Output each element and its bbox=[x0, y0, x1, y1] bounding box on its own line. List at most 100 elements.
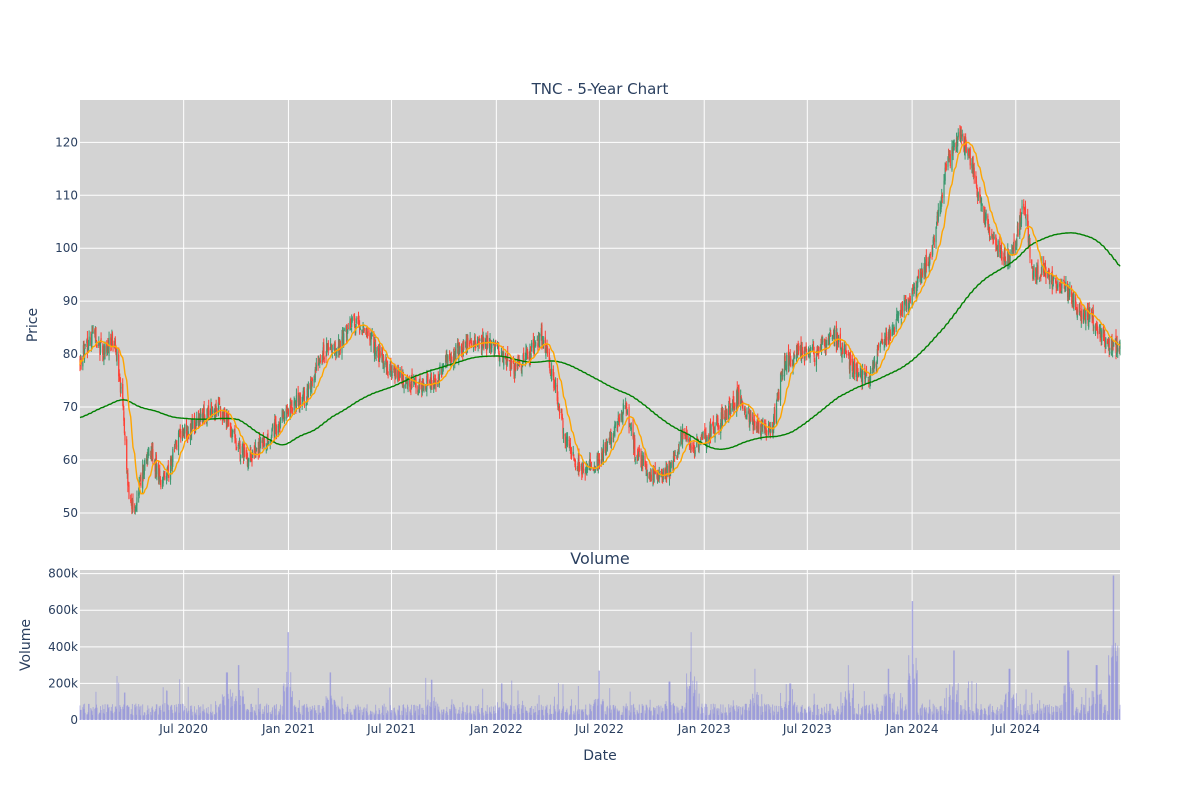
volume-bar bbox=[856, 714, 858, 720]
candle-body bbox=[281, 410, 283, 421]
candle-body bbox=[123, 411, 125, 421]
volume-bar bbox=[668, 681, 670, 720]
candle-body bbox=[315, 364, 317, 370]
volume-bar bbox=[616, 708, 618, 720]
candle-body bbox=[700, 435, 702, 438]
volume-bar bbox=[1085, 687, 1087, 720]
volume-bar bbox=[447, 715, 449, 720]
volume-bar bbox=[864, 705, 866, 720]
volume-bar bbox=[991, 705, 993, 720]
volume-bar bbox=[704, 706, 706, 720]
volume-bar bbox=[182, 704, 184, 720]
volume-bar bbox=[808, 705, 810, 720]
candle-body bbox=[578, 453, 580, 471]
candle-body bbox=[285, 408, 287, 419]
volume-bar bbox=[660, 705, 662, 720]
volume-bar bbox=[1036, 703, 1038, 720]
volume-bar bbox=[148, 708, 150, 720]
candle-body bbox=[341, 336, 343, 353]
volume-bar bbox=[1028, 715, 1030, 720]
candle-body bbox=[291, 400, 293, 412]
volume-bar bbox=[928, 714, 930, 720]
volume-bar bbox=[523, 705, 525, 720]
candle-body bbox=[557, 397, 559, 407]
volume-bar bbox=[1056, 711, 1058, 720]
candle-body bbox=[123, 418, 126, 434]
volume-bar bbox=[1083, 704, 1085, 720]
volume-bar bbox=[620, 714, 622, 720]
volume-bar bbox=[477, 709, 479, 720]
volume-bar bbox=[290, 696, 292, 720]
candle-body bbox=[828, 334, 831, 340]
candle-body bbox=[1052, 277, 1054, 281]
volume-bar bbox=[1093, 697, 1095, 720]
volume-bar bbox=[943, 711, 945, 720]
volume-bar bbox=[792, 706, 794, 720]
candle-body bbox=[200, 414, 202, 418]
candle-body bbox=[997, 240, 999, 257]
price-tick-label: 110 bbox=[55, 188, 78, 202]
candle-body bbox=[682, 432, 684, 435]
volume-bar bbox=[769, 713, 771, 720]
candle-body bbox=[1083, 309, 1085, 317]
volume-bar bbox=[772, 710, 774, 720]
candle-body bbox=[885, 333, 888, 341]
volume-bar bbox=[937, 711, 939, 720]
candle-body bbox=[267, 442, 270, 445]
candle-body bbox=[846, 353, 848, 355]
volume-bar bbox=[1079, 713, 1081, 720]
candle-body bbox=[1015, 241, 1017, 250]
candle-body bbox=[822, 341, 824, 343]
volume-bar bbox=[888, 696, 890, 720]
volume-bar bbox=[395, 715, 397, 720]
volume-bar bbox=[861, 709, 863, 720]
volume-bar bbox=[674, 713, 676, 720]
candle-body bbox=[1049, 280, 1051, 283]
candle-body bbox=[91, 329, 94, 331]
volume-bar bbox=[965, 711, 967, 720]
candle-body bbox=[797, 349, 799, 353]
candle-body bbox=[987, 220, 990, 228]
candle-body bbox=[175, 439, 177, 444]
candle-body bbox=[1064, 286, 1066, 292]
candle-body bbox=[869, 377, 871, 385]
candle-body bbox=[274, 419, 276, 438]
volume-bar bbox=[131, 713, 133, 720]
volume-bar bbox=[912, 601, 914, 720]
candle-body bbox=[198, 419, 200, 427]
volume-bar bbox=[485, 710, 487, 720]
volume-bar bbox=[175, 704, 177, 720]
volume-bar bbox=[234, 704, 236, 720]
volume-bar bbox=[1092, 691, 1094, 720]
candle-body bbox=[350, 328, 352, 330]
volume-bar bbox=[90, 709, 92, 720]
candle-body bbox=[329, 347, 331, 351]
volume-bar bbox=[469, 705, 471, 720]
candle-body bbox=[617, 418, 619, 425]
volume-bar bbox=[764, 703, 766, 720]
volume-bar bbox=[957, 702, 959, 720]
volume-bar bbox=[941, 710, 943, 720]
volume-bar bbox=[158, 714, 160, 720]
candle-body bbox=[732, 399, 734, 410]
volume-bar bbox=[481, 707, 483, 720]
volume-bar bbox=[753, 703, 755, 720]
volume-bar bbox=[971, 681, 973, 720]
candle-body bbox=[471, 343, 473, 348]
volume-bar bbox=[108, 707, 110, 720]
candle-body bbox=[253, 450, 255, 453]
candle-body bbox=[1098, 329, 1101, 334]
candle-body bbox=[895, 322, 897, 330]
candle-body bbox=[383, 362, 385, 369]
volume-bar bbox=[429, 702, 431, 720]
volume-bar bbox=[876, 707, 878, 720]
volume-bar bbox=[871, 703, 873, 720]
price-tick-label: 80 bbox=[63, 347, 78, 361]
volume-bar bbox=[658, 705, 660, 720]
volume-bar bbox=[670, 702, 672, 720]
candle-body bbox=[527, 351, 529, 359]
volume-bar bbox=[582, 709, 584, 720]
volume-bar bbox=[626, 706, 628, 720]
volume-bar bbox=[496, 702, 498, 720]
